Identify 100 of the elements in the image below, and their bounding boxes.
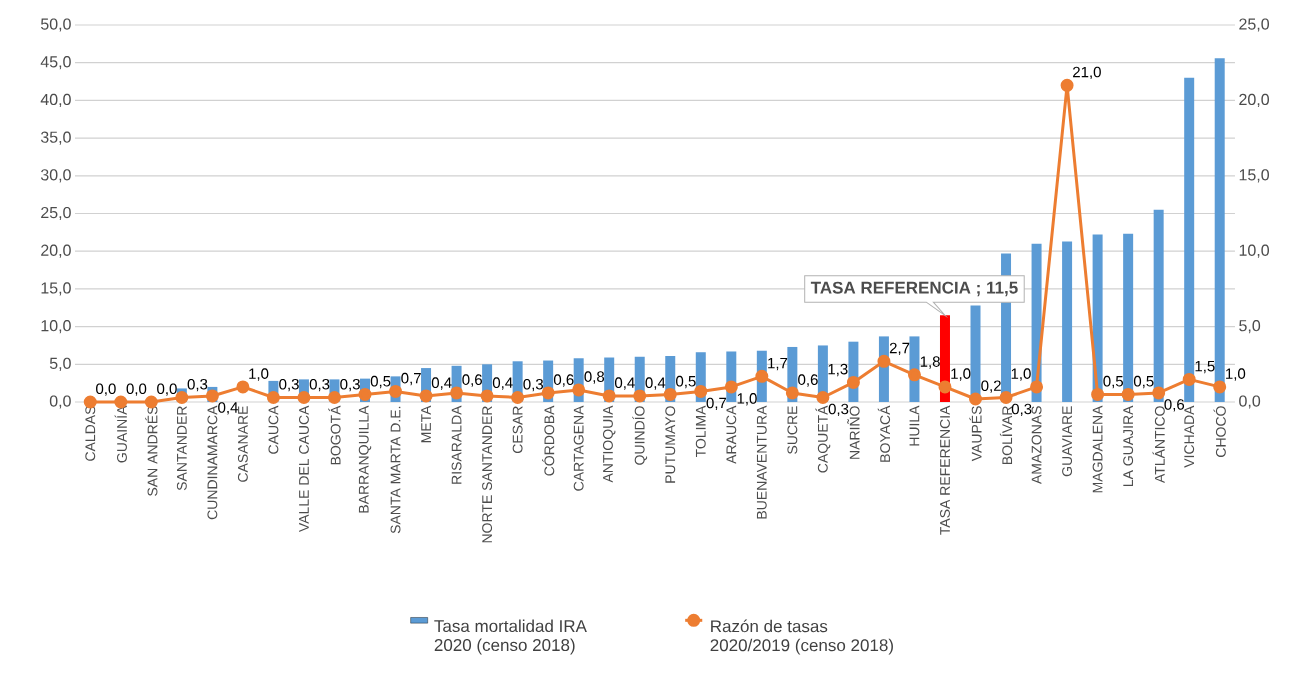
x-tick-label: SANTANDER [176,406,187,491]
bar [1214,58,1225,402]
x-tick-label: VICHADA [1184,405,1195,468]
x-tick-label: ANTIOQUIA [602,405,616,483]
data-label: 0,6 [553,374,574,387]
point [1060,78,1074,92]
x-tick-label: CÓRDOBA [542,405,555,476]
point [1152,386,1166,400]
x-tick-label: NARIÑO [847,406,860,459]
data-label: 0,5 [370,375,391,389]
point [877,354,891,368]
x-tick-label: LA GUAJIRA [1123,405,1134,487]
x-tick-label: RISARALDA [451,405,462,484]
data-label: 0,2 [981,380,1001,393]
x-tick-label: QUINDÍO [632,406,648,465]
bar [1062,241,1073,402]
data-label: 0,3 [279,378,299,392]
data-label: 1,0 [951,368,971,381]
y-tick-label: 25,0 [41,206,71,221]
x-tick-label: BUENAVENTURA [756,405,767,519]
point [938,380,952,394]
x-tick-label: BOYACÁ [877,405,891,462]
y-tick-label: 45,0 [40,56,71,70]
data-label: 0,0 [96,383,116,396]
x-tick-label: TASA REFERENCIA [940,405,950,535]
y2-tick-label: 5,0 [1239,319,1261,334]
point [450,386,464,400]
data-label: 0,3 [187,378,208,392]
point [969,392,983,406]
y-tick-label: 5,0 [49,357,71,371]
data-label: 0,6 [798,374,818,387]
data-label: 0,0 [126,383,147,396]
x-tick-label: GUAINÍA [114,405,127,463]
point [1030,380,1044,394]
point [236,380,250,394]
y2-tick-label: 10,0 [1239,244,1270,258]
y-tick-label: 40,0 [40,93,71,107]
data-label: 0,3 [523,378,544,392]
y2-tick-label: 25,0 [1239,18,1270,32]
data-label: 1,3 [828,363,848,377]
x-tick-label: GUAVIARE [1062,406,1073,477]
data-label: 0,5 [1103,375,1124,389]
bar [1153,209,1164,402]
x-tick-label: CESAR [512,406,523,454]
data-label: 0,8 [584,371,605,384]
point [511,390,525,404]
point [541,386,555,400]
x-tick-label: META [421,405,431,443]
data-label: 21,0 [1073,66,1101,80]
point [1091,387,1105,401]
point [419,389,433,403]
data-label: 1,0 [1011,368,1031,381]
point [327,390,341,404]
x-tick-label: ARAUCA [726,405,737,464]
y-tick-label: 50,0 [40,18,71,32]
x-tick-label: AMAZONAS [1031,406,1042,485]
x-tick-label: MAGDALENA [1092,405,1103,493]
data-label: 0,4 [492,377,513,390]
point [358,387,372,401]
x-tick-label: CUNDINAMARCA [207,405,218,520]
bar [1184,77,1195,402]
data-label: 0,6 [462,374,482,387]
x-tick-label: TOLIMA [695,405,706,458]
y-tick-label: 15,0 [41,282,71,296]
x-tick-label: CARTAGENA [573,405,584,491]
data-label: 0,5 [676,375,696,389]
point [785,386,799,400]
data-label: 2,7 [889,342,910,356]
y-tick-label: 20,0 [41,244,71,258]
x-tick-label: CAUCA [268,405,279,454]
data-label: 0,0 [157,383,177,396]
y-tick-label: 10,0 [41,319,71,334]
data-label: 0,4 [218,402,238,415]
data-label: 1,0 [249,368,269,381]
y2-tick-label: 20,0 [1239,93,1270,107]
x-tick-label: SAN ANDRÉS [145,406,158,496]
y-tick-label: 0,0 [49,395,71,409]
data-label: 0,3 [309,378,330,392]
y2-tick-label: 0,0 [1239,395,1261,409]
x-tick-label: VALLE DEL CAUCA [298,405,309,533]
x-tick-label: CASANARE [237,406,248,482]
point [297,390,311,404]
data-label: 0,3 [1011,403,1032,417]
data-label: 0,6 [1164,399,1185,412]
point [1121,387,1135,401]
data-label: 0,5 [1133,375,1154,389]
data-label: 0,4 [431,377,452,390]
point [1213,380,1227,394]
data-label: 0,7 [401,372,421,386]
x-tick-label: BOLÍVAR [999,406,1013,465]
x-tick-label: BARRANQUILLA [358,405,372,513]
point [480,389,494,403]
point [602,389,616,403]
y-tick-label: 35,0 [40,131,71,145]
data-label: 1,7 [768,357,788,371]
x-tick-label: SUCRE [787,406,798,454]
bar [1123,233,1134,402]
point [572,383,586,397]
x-tick-label: BOGOTÁ [328,405,341,465]
data-label: 1,0 [1226,368,1246,381]
